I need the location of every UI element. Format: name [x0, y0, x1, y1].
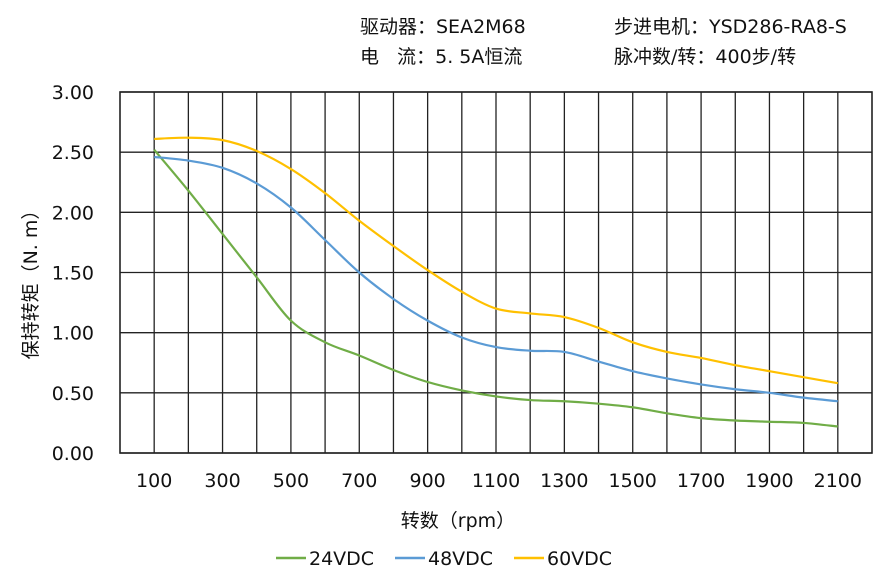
legend-label: 24VDC: [309, 548, 374, 570]
current-label: 电 流：5. 5A恒流: [360, 46, 523, 68]
y-tick-label: 2.50: [52, 142, 94, 164]
y-tick-label: 1.50: [52, 263, 94, 285]
legend-label: 60VDC: [547, 548, 612, 570]
x-tick-label: 700: [341, 470, 377, 492]
x-tick-label: 100: [136, 470, 172, 492]
x-axis-label: 转数（rpm）: [401, 510, 515, 532]
legend-label: 48VDC: [428, 548, 493, 570]
pulses-label: 脉冲数/转：400步/转: [614, 46, 797, 68]
plot-frame: [119, 91, 873, 454]
x-tick-label: 2100: [814, 470, 862, 492]
y-axis-label: 保持转矩（N. m）: [20, 201, 42, 360]
driver-label: 驱动器：SEA2M68: [360, 16, 526, 38]
series-line-48VDC: [154, 155, 838, 403]
x-tick-label: 1900: [745, 470, 793, 492]
x-tick-label: 500: [273, 470, 309, 492]
series-line-24VDC: [153, 149, 838, 428]
x-tick-label: 300: [204, 470, 240, 492]
y-tick-label: 0.50: [52, 383, 94, 405]
y-tick-label: 1.00: [52, 323, 94, 345]
x-tick-label: 1300: [540, 470, 588, 492]
x-tick-label: 1100: [472, 470, 520, 492]
x-tick-label: 900: [410, 470, 446, 492]
series-line-60VDC: [154, 136, 839, 385]
y-tick-label: 2.00: [52, 202, 94, 224]
motor-label: 步进电机：YSD286-RA8-S: [614, 16, 847, 38]
x-tick-label: 1700: [677, 470, 725, 492]
y-tick-label: 0.00: [52, 443, 94, 465]
x-tick-label: 1500: [609, 470, 657, 492]
y-tick-label: 3.00: [52, 82, 94, 104]
